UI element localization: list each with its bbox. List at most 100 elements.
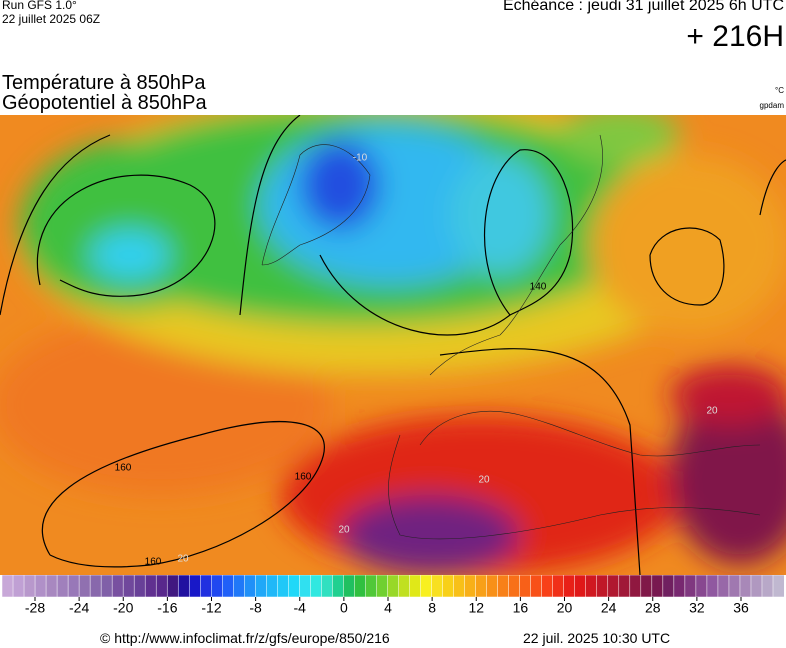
contour-label: 160 [145, 557, 162, 568]
color-swatch [662, 575, 675, 598]
color-swatch [321, 575, 333, 598]
color-swatch [728, 575, 741, 598]
temperature-field [0, 115, 786, 575]
color-swatch [717, 575, 730, 598]
color-swatch [56, 575, 69, 598]
colorbar-tick-label: 28 [645, 600, 661, 615]
colorbar-tick-label: -20 [113, 600, 133, 615]
color-swatch [288, 575, 300, 598]
contour-label: -10 [353, 153, 368, 164]
color-swatch [563, 575, 576, 598]
coastlines [261, 134, 761, 540]
colorbar-tick-label: 8 [428, 600, 436, 615]
color-swatch [508, 575, 521, 598]
color-swatch [122, 575, 135, 598]
color-swatch [376, 575, 389, 598]
color-swatch [266, 575, 278, 598]
contour-label: 20 [338, 525, 350, 536]
colorbar-tick-label: -28 [25, 600, 45, 615]
geopotential-contours [0, 115, 786, 575]
lead-time: + 216H [686, 20, 784, 53]
colorbar-tick-label: 16 [513, 600, 529, 615]
valid-time: Echéance : jeudi 31 juillet 2025 6h UTC [502, 0, 784, 14]
color-swatch [585, 575, 598, 598]
color-swatch [188, 575, 201, 598]
color-swatch [45, 575, 58, 598]
color-swatch [497, 575, 510, 598]
color-swatch [354, 575, 367, 598]
color-swatch [486, 575, 499, 598]
color-swatch [574, 575, 587, 598]
color-swatch [166, 575, 179, 598]
color-swatch [343, 575, 356, 598]
source: © http://www.infoclimat.fr/z/gfs/europe/… [100, 630, 390, 646]
colorbar-tick-label: 36 [733, 600, 749, 615]
colorbar-tick-label: 0 [340, 600, 348, 615]
colorbar-tick-label: 24 [601, 600, 617, 615]
color-swatch [34, 575, 47, 598]
color-swatch [222, 575, 234, 598]
contour-label: 160 [295, 472, 312, 483]
color-swatch [464, 575, 477, 598]
color-swatch [1, 575, 14, 598]
contour-label: 20 [177, 554, 189, 565]
color-swatch [673, 575, 686, 598]
generated-time: 22 juil. 2025 10:30 UTC [523, 630, 671, 646]
color-swatch [607, 575, 620, 598]
color-swatch [409, 575, 422, 598]
color-swatch [618, 575, 631, 598]
color-swatch [398, 575, 411, 598]
colorbar: -28 -24 -20 -16 -12 -8 -4 0 4 8 12 16 20 24 28 32 36 [1, 575, 785, 615]
color-swatch [233, 575, 245, 598]
color-swatch [100, 575, 113, 598]
color-swatch [310, 575, 322, 598]
colorbar-tick-label: -4 [294, 600, 307, 615]
color-swatch [23, 575, 36, 598]
color-swatch [706, 575, 719, 598]
color-swatch [78, 575, 91, 598]
title: Géopotentiel à 850hPa [2, 92, 207, 114]
color-swatch [200, 575, 212, 598]
colorbar-tick-label: -12 [201, 600, 221, 615]
color-swatch [541, 575, 554, 598]
color-swatch [387, 575, 400, 598]
unit: °C [775, 86, 784, 95]
contour-label: 160 [115, 463, 132, 474]
map: 160 160 160 140 20 20 20 20 -10 [0, 115, 786, 575]
color-swatch [299, 575, 311, 598]
color-swatch [89, 575, 102, 598]
color-swatch [365, 575, 378, 598]
color-swatch [277, 575, 289, 598]
color-swatch [431, 575, 444, 598]
title: Température à 850hPa [2, 72, 206, 94]
color-swatch [739, 575, 752, 598]
color-swatch [772, 575, 785, 598]
color-swatch [750, 575, 763, 598]
colorbar-tick-label: -8 [249, 600, 262, 615]
run: Run GFS 1.0° [2, 0, 77, 12]
color-swatch [761, 575, 774, 598]
color-swatch [695, 575, 708, 598]
color-swatch [244, 575, 256, 598]
color-swatch [453, 575, 466, 598]
color-swatch [596, 575, 609, 598]
color-swatch [211, 575, 223, 598]
color-swatch [684, 575, 697, 598]
colorbar-tick-label: 4 [384, 600, 392, 615]
color-swatch [12, 575, 25, 598]
colorbar-tick-label: 32 [689, 600, 705, 615]
color-swatch [133, 575, 146, 598]
color-swatch [111, 575, 124, 598]
color-swatch [530, 575, 543, 598]
color-swatch [155, 575, 168, 598]
color-swatch [144, 575, 157, 598]
contour-label: 20 [478, 475, 490, 486]
color-swatch [255, 575, 267, 598]
colorbar-tick-label: 20 [557, 600, 573, 615]
unit: gpdam [759, 101, 784, 110]
contour-label: 20 [706, 406, 718, 417]
color-swatch [177, 575, 190, 598]
color-swatch [420, 575, 433, 598]
color-swatch [475, 575, 488, 598]
